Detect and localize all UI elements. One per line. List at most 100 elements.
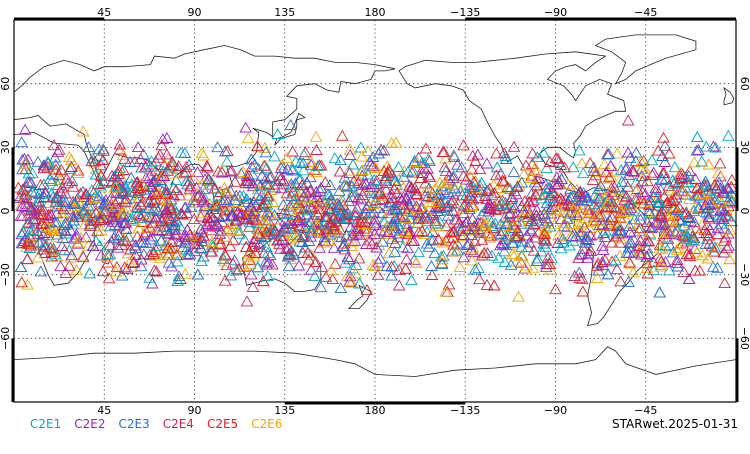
- observation-triangle: [94, 169, 108, 181]
- observation-triangle: [415, 156, 429, 168]
- observation-triangle: [81, 209, 94, 221]
- observation-triangle: [150, 265, 163, 277]
- observation-triangle: [586, 215, 600, 227]
- observation-triangle: [245, 153, 258, 165]
- observation-triangle: [37, 159, 50, 171]
- observation-triangle: [638, 162, 652, 174]
- observation-triangle: [622, 168, 636, 180]
- observation-triangle: [353, 277, 366, 289]
- observation-triangle: [147, 196, 161, 208]
- observation-triangle: [411, 216, 425, 228]
- observation-triangle: [588, 164, 601, 176]
- observation-triangle: [135, 177, 149, 189]
- observation-triangle: [619, 205, 632, 217]
- observation-triangle: [31, 251, 45, 263]
- observation-triangle: [405, 180, 418, 192]
- observation-triangle: [306, 192, 320, 204]
- observation-triangle: [138, 228, 151, 240]
- observation-triangle: [596, 239, 609, 251]
- observation-triangle: [341, 250, 355, 262]
- observation-triangle: [130, 201, 143, 213]
- observation-triangle: [649, 182, 663, 194]
- coastline-path: [274, 112, 306, 146]
- legend-item-c2e4: C2E4: [162, 417, 194, 431]
- observation-triangle: [420, 225, 434, 237]
- observation-triangle: [410, 155, 423, 167]
- observation-triangle: [409, 256, 423, 268]
- observation-triangle: [139, 171, 153, 184]
- observation-triangle: [26, 223, 40, 235]
- observation-triangle: [211, 141, 224, 153]
- observation-triangle: [610, 263, 624, 275]
- observation-triangle: [228, 194, 242, 206]
- observation-triangle: [572, 252, 585, 264]
- observation-triangle: [171, 255, 184, 267]
- observation-triangle: [440, 200, 454, 212]
- observation-triangle: [368, 213, 381, 225]
- observation-triangle: [508, 247, 522, 259]
- observation-triangle: [229, 264, 243, 276]
- observation-triangle: [372, 256, 385, 268]
- observation-triangle: [53, 224, 66, 236]
- observation-triangle: [351, 176, 365, 188]
- observation-triangle: [191, 237, 204, 249]
- observation-triangle: [653, 252, 667, 264]
- observation-triangle: [224, 269, 238, 281]
- observation-triangle: [388, 174, 402, 186]
- observation-triangle: [277, 207, 290, 219]
- observation-triangle: [535, 192, 548, 204]
- right-lat-label: 30: [738, 140, 750, 154]
- observation-triangle: [633, 239, 646, 251]
- bottom-lon-label: 135: [274, 404, 295, 417]
- top-lon-label: 45: [97, 6, 111, 19]
- observation-triangle: [687, 234, 701, 246]
- observation-triangle: [477, 248, 491, 260]
- observation-triangle: [206, 241, 219, 253]
- observation-triangle: [17, 226, 30, 238]
- observation-triangle: [367, 173, 381, 185]
- observation-triangle: [89, 215, 103, 227]
- observation-triangle: [663, 147, 676, 159]
- observation-triangle: [280, 151, 294, 163]
- observation-triangle: [538, 227, 551, 239]
- observation-triangle: [573, 224, 586, 236]
- observation-triangle: [341, 206, 354, 218]
- observation-triangle: [96, 154, 110, 166]
- observation-triangle: [555, 172, 568, 185]
- observation-triangle: [343, 167, 356, 179]
- observation-triangle: [355, 165, 368, 177]
- observation-triangle: [687, 204, 701, 216]
- observation-triangle: [26, 167, 39, 179]
- observation-triangle: [225, 217, 238, 229]
- observation-triangle: [71, 164, 85, 176]
- observation-triangle: [301, 246, 315, 258]
- observation-triangle: [354, 216, 368, 228]
- observation-triangle: [439, 285, 452, 297]
- observation-triangle: [623, 219, 636, 232]
- observation-triangle: [478, 205, 491, 217]
- observation-triangle: [294, 156, 307, 168]
- observation-triangle: [430, 219, 443, 232]
- observation-triangle: [153, 251, 167, 263]
- observation-triangle: [569, 206, 583, 218]
- observation-triangle: [665, 214, 678, 226]
- observation-triangle: [484, 229, 498, 241]
- observation-triangle: [382, 247, 396, 259]
- observation-triangle: [588, 190, 601, 202]
- coastline-path: [723, 86, 735, 106]
- observation-triangle: [419, 177, 432, 189]
- observation-triangle: [483, 186, 496, 198]
- observation-triangle: [581, 191, 595, 203]
- observation-triangle: [539, 234, 553, 246]
- observation-triangle: [485, 215, 498, 227]
- observation-triangle: [207, 199, 221, 211]
- observation-triangle: [23, 175, 37, 187]
- observation-triangle: [422, 153, 435, 165]
- observation-triangle: [115, 171, 128, 183]
- observation-triangle: [538, 207, 551, 219]
- observation-triangle: [551, 152, 565, 164]
- observation-triangle: [644, 222, 658, 234]
- observation-triangle: [671, 207, 684, 219]
- observation-triangle: [510, 181, 524, 193]
- observation-triangle: [243, 253, 256, 265]
